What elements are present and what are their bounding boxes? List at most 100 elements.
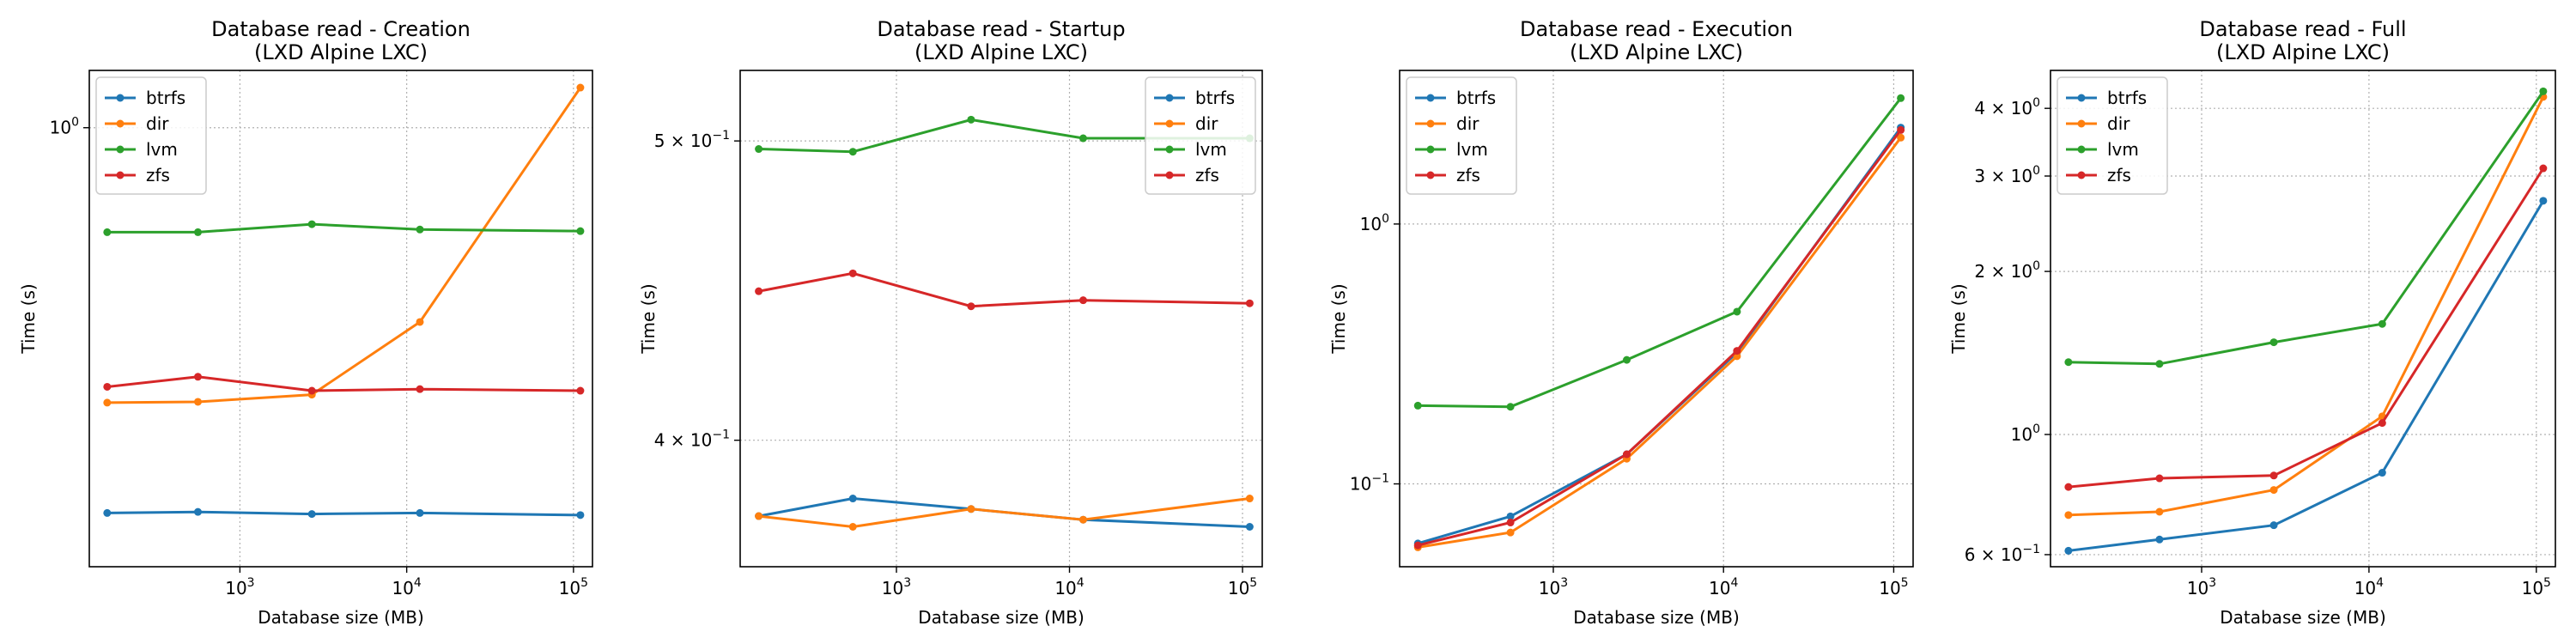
data-point-btrfs xyxy=(1506,512,1515,520)
data-point-zfs xyxy=(193,373,202,381)
data-point-btrfs xyxy=(2539,197,2548,205)
legend-marker-zfs xyxy=(2077,171,2086,179)
series-line-dir xyxy=(1417,137,1902,549)
data-point-btrfs xyxy=(576,511,585,519)
data-point-dir xyxy=(2064,511,2073,519)
data-point-lvm xyxy=(1078,134,1087,143)
legend-label-zfs: zfs xyxy=(1195,165,1219,185)
data-point-lvm xyxy=(2064,358,2073,367)
y-tick-label: 2 × 100 xyxy=(1974,259,2040,282)
y-tick-label: 10−1 xyxy=(1350,472,1389,495)
legend-label-btrfs: btrfs xyxy=(1456,88,1496,108)
legend-label-btrfs: btrfs xyxy=(1195,88,1235,108)
data-point-zfs xyxy=(2064,483,2073,491)
data-point-btrfs xyxy=(2155,535,2164,544)
chart-panel-1: 103 104 105 100 Database read - Creation (LXD… xyxy=(18,17,593,628)
data-point-lvm xyxy=(967,115,975,124)
x-tick-label: 103 xyxy=(2187,576,2216,598)
x-tick-label: 103 xyxy=(225,576,254,598)
x-axis-label: Database size (MB) xyxy=(258,607,424,628)
data-point-zfs xyxy=(848,269,857,277)
x-tick-label: 105 xyxy=(2522,576,2551,598)
data-point-btrfs xyxy=(848,495,857,503)
data-point-zfs xyxy=(1078,296,1087,305)
data-point-dir xyxy=(193,398,202,406)
y-axis-label: Time (s) xyxy=(638,283,659,354)
data-point-dir xyxy=(1245,495,1254,503)
data-point-zfs xyxy=(1897,125,1905,134)
legend-marker-zfs xyxy=(1426,171,1435,179)
data-point-dir xyxy=(755,512,763,520)
legend-marker-lvm xyxy=(116,145,125,154)
data-point-dir xyxy=(416,318,424,326)
data-point-dir xyxy=(1897,133,1905,142)
data-point-btrfs xyxy=(193,507,202,516)
y-axis-label: Time (s) xyxy=(18,283,39,354)
legend-marker-btrfs xyxy=(2077,94,2086,102)
chart-title: Database read - Full (LXD Alpine LXC) xyxy=(2199,17,2406,64)
y-axis-label: Time (s) xyxy=(1948,283,1969,354)
legend-label-dir: dir xyxy=(2107,113,2130,134)
legend-label-zfs: zfs xyxy=(2107,165,2131,185)
data-point-lvm xyxy=(2155,360,2164,368)
data-point-lvm xyxy=(1733,307,1741,316)
data-point-zfs xyxy=(755,287,763,295)
legend-marker-btrfs xyxy=(1426,94,1435,102)
data-point-dir xyxy=(103,398,112,407)
data-point-dir xyxy=(967,505,975,513)
x-tick-label: 104 xyxy=(2354,576,2384,598)
legend-label-lvm: lvm xyxy=(1456,139,1488,160)
legend-box xyxy=(1145,76,1256,195)
x-tick-label: 104 xyxy=(1054,576,1084,598)
plot-frame xyxy=(739,70,1263,568)
data-point-zfs xyxy=(1245,299,1254,307)
x-axis-label: Database size (MB) xyxy=(2220,607,2386,628)
data-point-lvm xyxy=(576,227,585,235)
x-tick-label: 105 xyxy=(1228,576,1257,598)
legend-marker-dir xyxy=(1426,119,1435,128)
data-point-zfs xyxy=(2378,419,2386,428)
data-point-btrfs xyxy=(1245,522,1254,531)
data-point-dir xyxy=(1506,528,1515,537)
data-point-zfs xyxy=(2539,164,2548,173)
data-point-lvm xyxy=(193,228,202,236)
y-tick-label: 6 × 10−1 xyxy=(1965,543,2040,565)
data-point-lvm xyxy=(1897,94,1905,102)
legend: btrfs dir lvm zfs xyxy=(2057,76,2168,195)
data-point-lvm xyxy=(1506,403,1515,411)
data-point-zfs xyxy=(1506,519,1515,527)
plot-frame xyxy=(88,70,593,568)
series-line-lvm xyxy=(106,222,580,234)
data-point-zfs xyxy=(103,382,112,391)
data-point-lvm xyxy=(416,225,424,234)
legend-marker-btrfs xyxy=(116,94,125,102)
x-tick-label: 103 xyxy=(882,576,911,598)
legend-marker-lvm xyxy=(1165,145,1174,154)
legend-label-zfs: zfs xyxy=(146,165,170,185)
legend-box xyxy=(2057,76,2168,195)
data-point-btrfs xyxy=(2064,546,2073,555)
y-tick-label: 100 xyxy=(2011,422,2040,445)
data-point-zfs xyxy=(2269,471,2278,480)
data-point-dir xyxy=(848,522,857,531)
data-point-dir xyxy=(2269,486,2278,495)
x-tick-label: 105 xyxy=(559,576,588,598)
legend-marker-zfs xyxy=(116,171,125,179)
data-point-btrfs xyxy=(2269,521,2278,530)
x-axis-label: Database size (MB) xyxy=(1573,607,1740,628)
x-axis-label: Database size (MB) xyxy=(918,607,1084,628)
legend-label-btrfs: btrfs xyxy=(146,88,185,108)
data-point-zfs xyxy=(1733,347,1741,355)
data-point-lvm xyxy=(848,148,857,156)
legend-label-btrfs: btrfs xyxy=(2107,88,2147,108)
legend: btrfs dir lvm zfs xyxy=(1406,76,1517,195)
data-point-lvm xyxy=(103,228,112,236)
legend-label-zfs: zfs xyxy=(1456,165,1480,185)
data-point-lvm xyxy=(307,220,316,228)
plot-frame xyxy=(2050,70,2556,568)
data-point-lvm xyxy=(2539,87,2548,95)
y-tick-label: 4 × 100 xyxy=(1974,96,2040,118)
legend-marker-zfs xyxy=(1165,171,1174,179)
chart-panel-4: 103 104 105 6 × 10−1 100 2 × 100 3 × 100 4 × 10… xyxy=(1948,17,2556,628)
data-point-zfs xyxy=(576,386,585,395)
